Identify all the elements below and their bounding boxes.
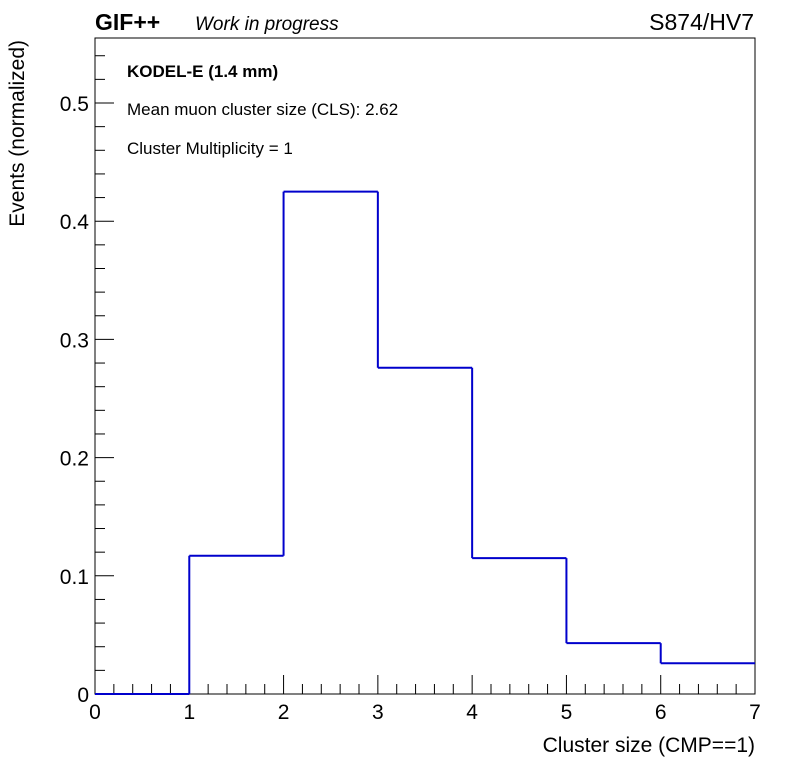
x-tick-label: 0 <box>89 701 101 724</box>
y-axis-label: Events (normalized) <box>6 40 29 227</box>
multiplicity-annotation: Cluster Multiplicity = 1 <box>127 139 293 158</box>
plot-area: 0 1 2 3 4 5 6 7 0 0.1 0.2 0.3 0.4 0.5 <box>60 37 761 724</box>
x-tick-label: 3 <box>372 701 384 724</box>
y-tick-label: 0.1 <box>60 566 89 589</box>
x-tick-label: 6 <box>655 701 667 724</box>
plot-frame <box>94 37 756 695</box>
chamber-annotation: KODEL-E (1.4 mm) <box>127 62 278 81</box>
y-tick-label: 0.3 <box>60 329 89 352</box>
run-label: S874/HV7 <box>649 9 754 35</box>
x-tick-label: 2 <box>278 701 290 724</box>
x-axis-label: Cluster size (CMP==1) <box>543 734 755 757</box>
x-tick-label: 7 <box>749 701 761 724</box>
y-tick-label: 0.4 <box>60 211 90 234</box>
y-tick-label: 0.5 <box>60 93 89 116</box>
x-tick-label: 4 <box>466 701 478 724</box>
y-tick-label: 0 <box>77 684 89 707</box>
status-label: Work in progress <box>195 14 339 35</box>
y-tick-label: 0.2 <box>60 448 89 471</box>
x-tick-label: 1 <box>183 701 195 724</box>
x-tick-label: 5 <box>561 701 573 724</box>
mean-cls-annotation: Mean muon cluster size (CLS): 2.62 <box>127 100 398 119</box>
experiment-label: GIF++ <box>95 9 160 35</box>
